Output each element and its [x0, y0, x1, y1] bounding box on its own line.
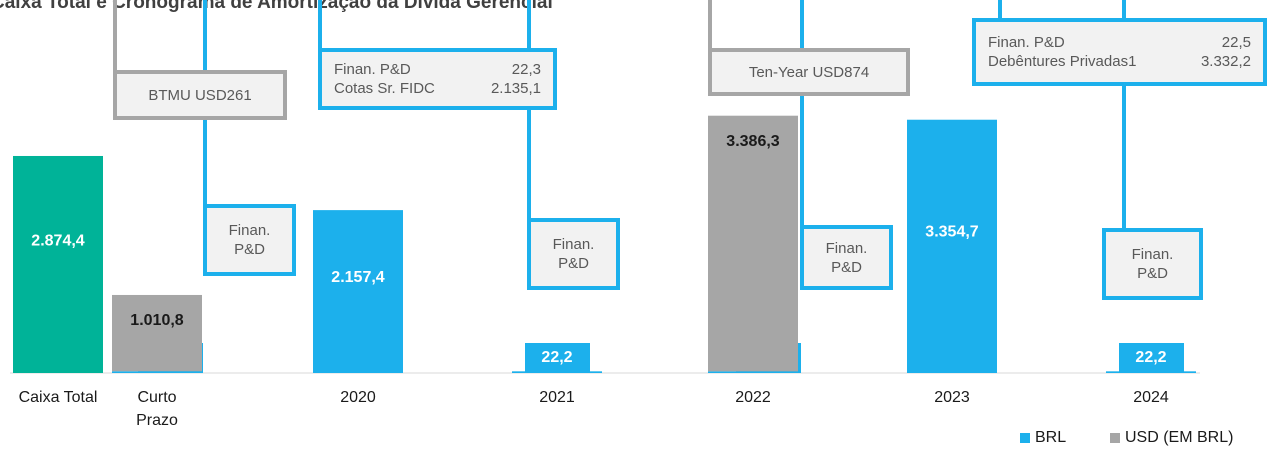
annotation-box: Finan. P&D [1102, 228, 1203, 300]
x-tick-label: 2022 [735, 389, 771, 406]
x-tick-label: 2024 [1133, 389, 1169, 406]
data-label: 22,2 [541, 349, 572, 366]
annotation-box: Finan. P&D 22,3 Cotas Sr. FIDC 2.135,1 [318, 48, 557, 110]
legend-label: BRL [1035, 429, 1067, 446]
bar [708, 115, 798, 372]
bar [112, 294, 202, 372]
data-label: 3.354,7 [925, 224, 978, 241]
label-box [1119, 343, 1184, 373]
x-tick-label: Caixa Total [18, 389, 98, 406]
data-label: 3.386,3 [726, 133, 779, 150]
bar [313, 210, 403, 373]
legend-label: USD (EM BRL) [1125, 429, 1234, 446]
label-box [525, 343, 590, 373]
annotation-text: 2.135,1 [490, 80, 541, 97]
annotation-box: Ten-Year USD874 [708, 48, 910, 96]
legend-swatch [1110, 433, 1120, 443]
data-label: 22,2 [1135, 349, 1166, 366]
annotation-text: Cotas Sr. FIDC [334, 80, 435, 97]
chart-title: Caixa Total e Cronograma de Amortização … [0, 0, 553, 13]
annotation-box: Finan. P&D 22,5 Debêntures Privadas1 3.332,… [972, 18, 1267, 86]
legend-item: BRL [1020, 429, 1066, 447]
x-tick-label: 2023 [934, 389, 970, 406]
annotation-box: Finan. P&D [800, 225, 893, 290]
x-tick-label: 2021 [539, 389, 575, 406]
annotation-text: 22,3 [511, 61, 541, 78]
annotation-text: 3.332,2 [1200, 53, 1251, 70]
annotation-box: Finan. P&D [527, 218, 620, 290]
annotation-text: Debêntures Privadas1 [988, 53, 1137, 70]
data-label: 1.010,8 [130, 312, 183, 329]
x-tick-label: 2020 [340, 389, 376, 406]
data-label: 2.874,4 [31, 233, 84, 250]
annotation-text: Finan. P&D [988, 34, 1065, 51]
annotation-rows: Finan. P&D 22,3 Cotas Sr. FIDC 2.135,1 [334, 60, 541, 98]
annotation-text: Finan. P&D [334, 61, 411, 78]
annotation-text: 22,5 [1221, 34, 1251, 51]
legend-swatch [1020, 433, 1030, 443]
bar [907, 119, 997, 373]
data-label: 2.157,4 [331, 269, 384, 286]
legend-item: USD (EM BRL) [1110, 429, 1233, 447]
x-tick-label: Curto Prazo [136, 389, 178, 429]
annotation-box: Finan. P&D [203, 204, 296, 276]
bar [13, 155, 103, 373]
annotation-rows: Finan. P&D 22,5 Debêntures Privadas1 3.332,… [988, 33, 1251, 71]
annotation-box: BTMU USD261 [113, 70, 287, 120]
